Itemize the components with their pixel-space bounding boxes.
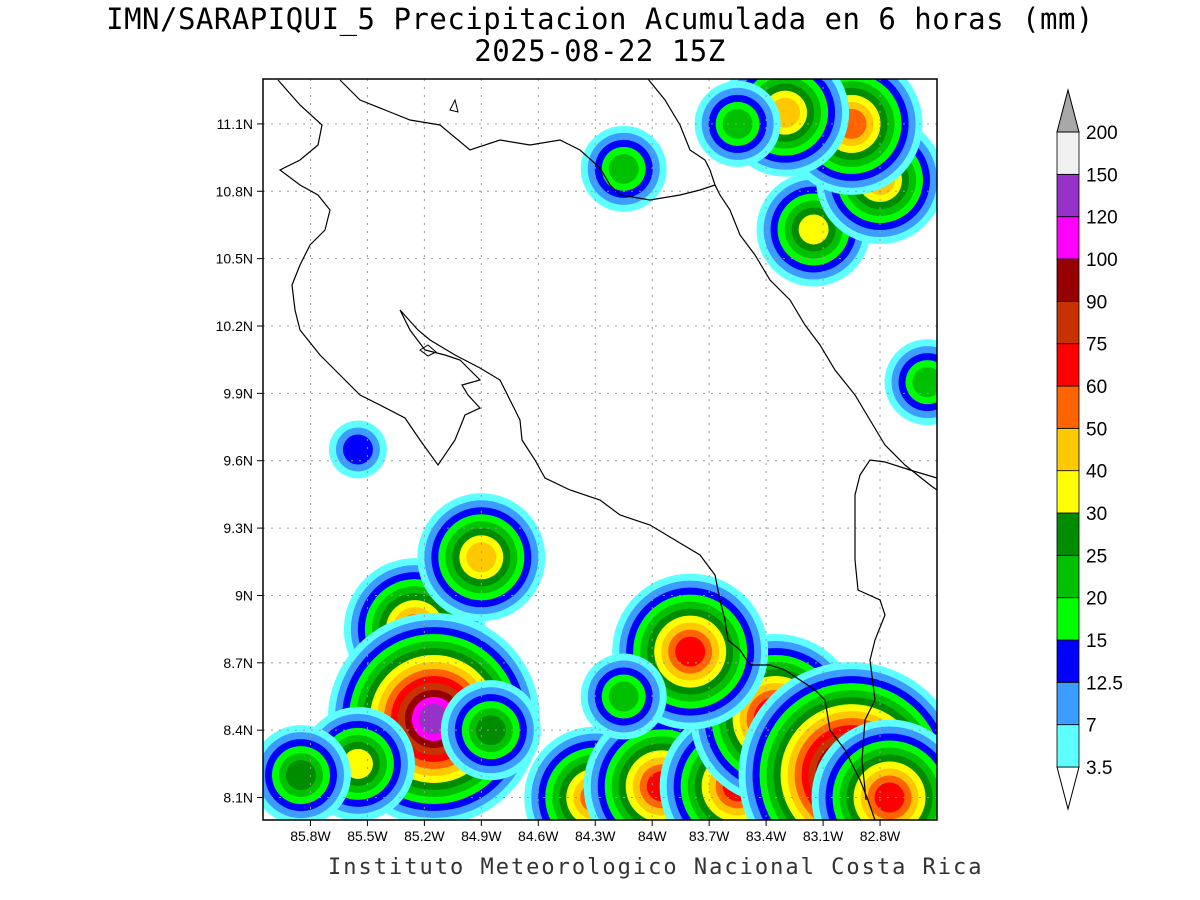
y-tick-label: 8.7N	[223, 655, 253, 671]
y-tick-label: 10.5N	[216, 251, 253, 267]
colorbar-swatch	[1056, 173, 1080, 218]
y-tick-label: 8.4N	[223, 722, 253, 738]
chart-subtitle: 2025-08-22 15Z	[474, 34, 726, 68]
x-tick-label: 83.1W	[803, 828, 844, 844]
colorbar-swatch	[1056, 385, 1080, 429]
precip-contour	[675, 636, 706, 667]
x-tick-label: 84.9W	[461, 828, 502, 844]
colorbar-swatch	[1056, 300, 1080, 345]
precipitation-field	[263, 79, 937, 820]
x-tick-label: 85.8W	[290, 828, 331, 844]
border-panama	[854, 459, 937, 801]
y-tick-label: 9N	[235, 587, 253, 603]
colorbar-swatch	[1056, 343, 1080, 387]
colorbar-label: 50	[1086, 419, 1107, 440]
footer-credit: Instituto Meteorologico Nacional Costa R…	[328, 855, 984, 880]
x-tick-label: 84W	[638, 828, 668, 844]
plot-frame	[262, 78, 938, 821]
latitude-ticks: 11.1N 10.8N 10.5N 10.2N 9.9N 9.6N 9.3N 9N 8.7N 8.…	[216, 116, 263, 806]
colorbar-label: 7	[1086, 716, 1097, 737]
x-tick-label: 82.8W	[860, 828, 901, 844]
precip-contour	[608, 681, 639, 712]
colorbar-label: 90	[1086, 292, 1107, 313]
colorbar-label: 120	[1086, 208, 1118, 229]
colorbar-label: 25	[1086, 546, 1107, 567]
colorbar-swatch	[1056, 258, 1080, 302]
precip-contour	[798, 214, 829, 245]
colorbar-label: 15	[1086, 631, 1107, 652]
island	[449, 98, 459, 113]
colorbar-label: 30	[1086, 504, 1107, 525]
y-tick-label: 11.1N	[217, 116, 253, 132]
colorbar-legend: 3.5 7 12.5 15 20 25 30 40 50 60 75 90 100 120 150 200	[1056, 88, 1123, 811]
longitude-ticks: 85.8W 85.5W 85.2W 84.9W 84.6W 84.3W 84W 83.7W 83…	[290, 820, 901, 844]
x-tick-label: 85.5W	[347, 828, 388, 844]
x-tick-label: 83.7W	[689, 828, 730, 844]
precip-contour	[722, 108, 753, 139]
colorbar-swatch	[1056, 597, 1080, 641]
coastline-borders	[277, 79, 937, 820]
x-tick-label: 83.4W	[746, 828, 787, 844]
colorbar-label: 3.5	[1086, 758, 1112, 779]
x-tick-label: 85.2W	[404, 828, 445, 844]
colorbar-swatch	[1056, 512, 1080, 556]
colorbar-swatch	[1056, 427, 1080, 472]
island	[419, 344, 437, 357]
y-tick-label: 9.3N	[223, 520, 253, 536]
colorbar-swatch	[1056, 216, 1080, 260]
coastline-caribbean	[647, 79, 937, 491]
precip-contour	[912, 367, 937, 398]
colorbar-swatch	[1056, 639, 1080, 683]
y-tick-label: 8.1N	[223, 790, 253, 806]
y-tick-label: 9.6N	[223, 453, 253, 469]
y-tick-label: 9.9N	[223, 385, 253, 401]
colorbar-swatch	[1056, 681, 1080, 726]
precip-contour	[342, 434, 373, 465]
colorbar-label: 20	[1086, 589, 1107, 610]
border-nicaragua	[339, 79, 716, 201]
colorbar-label: 60	[1086, 377, 1107, 398]
x-tick-label: 84.3W	[575, 828, 616, 844]
colorbar-label: 200	[1086, 123, 1118, 144]
colorbar-swatch	[1056, 131, 1080, 175]
precip-contour	[285, 760, 316, 791]
colorbar-swatch	[1056, 470, 1080, 514]
coastline-pacific	[277, 79, 876, 820]
precip-contour	[608, 153, 639, 184]
colorbar-label: 100	[1086, 250, 1118, 271]
map-gridlines	[263, 79, 937, 820]
precip-contour	[874, 782, 905, 813]
chart-title: IMN/SARAPIQUI_5 Precipitacion Acumulada …	[106, 2, 1094, 36]
y-tick-label: 10.2N	[216, 318, 253, 334]
colorbar-under-arrow	[1056, 766, 1080, 811]
x-tick-label: 84.6W	[518, 828, 559, 844]
colorbar-label: 40	[1086, 462, 1107, 483]
colorbar-label: 150	[1086, 165, 1118, 186]
colorbar-swatch	[1056, 554, 1080, 599]
y-tick-label: 10.8N	[216, 183, 253, 199]
precip-contour	[466, 542, 497, 573]
colorbar-label: 75	[1086, 335, 1107, 356]
colorbar-label: 12.5	[1086, 673, 1123, 694]
precip-contour	[475, 715, 506, 746]
colorbar-swatch	[1056, 724, 1080, 768]
colorbar-over-arrow	[1056, 88, 1080, 133]
